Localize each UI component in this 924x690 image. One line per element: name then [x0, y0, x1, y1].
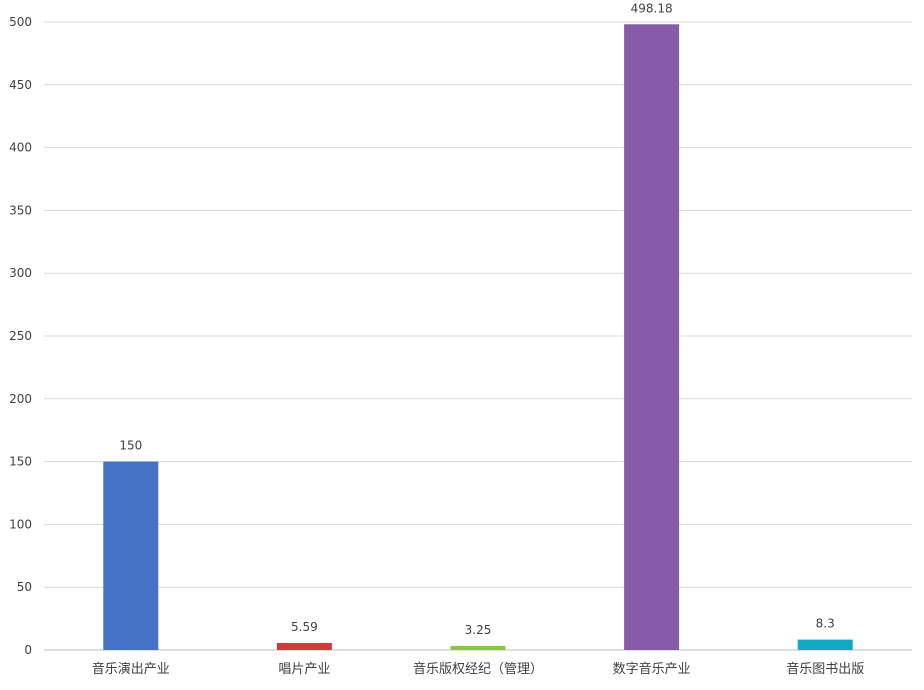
gridlines [44, 21, 912, 651]
y-tick-label: 250 [9, 329, 32, 343]
bar [276, 642, 332, 650]
x-tick-label: 唱片产业 [278, 662, 330, 677]
x-tick-label: 音乐图书出版 [786, 661, 864, 677]
x-tick-label: 音乐演出产业 [92, 661, 170, 677]
y-tick-label: 0 [24, 643, 32, 657]
bar [450, 645, 506, 650]
y-axis-ticks: 0 50 100 150 200 250 300 350 400 450 500 [9, 15, 32, 657]
y-tick-label: 300 [9, 266, 32, 280]
y-tick-label: 100 [9, 517, 32, 531]
bar [797, 639, 853, 650]
y-tick-label: 50 [17, 580, 32, 594]
bar [103, 461, 159, 650]
data-label: 5.59 [291, 620, 318, 634]
y-tick-label: 200 [9, 392, 32, 406]
x-tick-label: 音乐版权经纪（管理） [413, 661, 543, 677]
data-label: 3.25 [465, 623, 492, 637]
bar [624, 24, 680, 651]
data-label: 150 [119, 439, 142, 453]
y-tick-label: 400 [9, 141, 32, 155]
data-label: 8.3 [816, 617, 835, 631]
y-tick-label: 350 [9, 203, 32, 217]
x-axis-ticks: 音乐演出产业 唱片产业 音乐版权经纪（管理） 数字音乐产业 音乐图书出版 [92, 661, 864, 677]
data-label: 498.18 [631, 1, 673, 15]
y-tick-label: 450 [9, 78, 32, 92]
y-tick-label: 500 [9, 15, 32, 29]
bars [103, 24, 853, 651]
x-tick-label: 数字音乐产业 [613, 661, 691, 677]
y-tick-label: 150 [9, 455, 32, 469]
data-labels: 150 5.59 3.25 498.18 8.3 [119, 1, 834, 637]
